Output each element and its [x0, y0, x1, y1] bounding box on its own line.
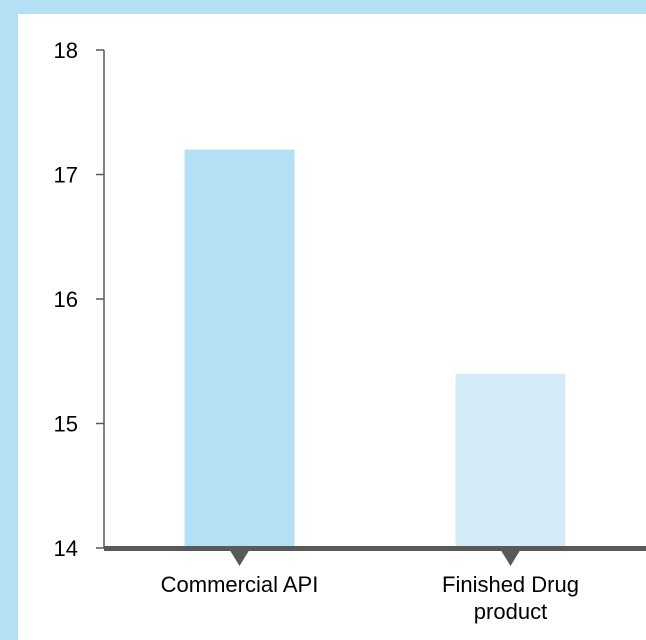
y-tick-label: 15	[54, 412, 78, 437]
y-tick-label: 17	[54, 163, 78, 188]
category-marker	[228, 548, 251, 566]
bars	[184, 149, 566, 548]
category-label: Finished Drug	[442, 572, 579, 597]
x-axis	[104, 546, 646, 566]
y-tick-label: 16	[54, 287, 78, 312]
bar	[184, 149, 295, 548]
category-marker	[499, 548, 522, 566]
y-tick-label: 14	[54, 536, 78, 561]
x-axis-line	[104, 546, 646, 551]
category-label: product	[474, 599, 547, 624]
y-axis: 14 15 16 17 18	[54, 38, 105, 561]
bar	[455, 373, 566, 548]
category-label: Commercial API	[161, 572, 319, 597]
y-tick-label: 18	[54, 38, 78, 63]
